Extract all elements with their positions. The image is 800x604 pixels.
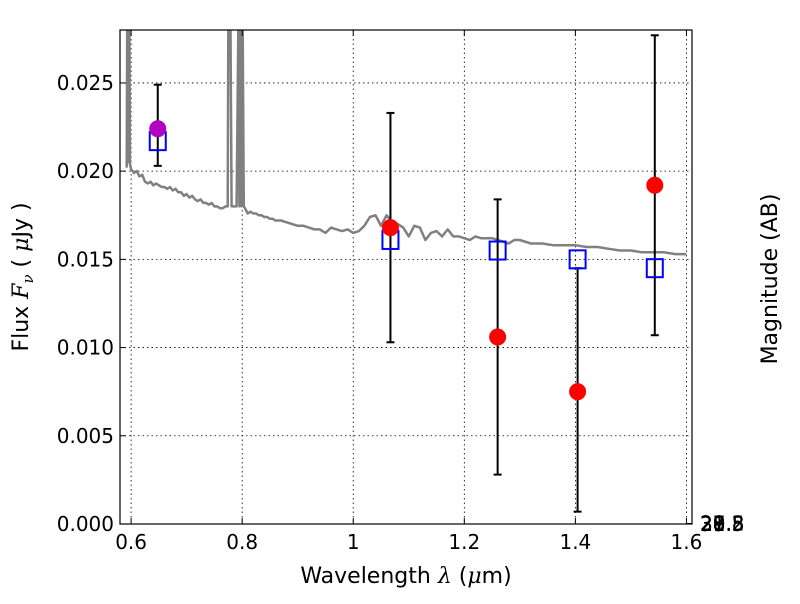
x-tick-label: 1.4 — [559, 530, 591, 554]
observed-flux-point — [569, 383, 587, 401]
right-axis-label: Magnitude (AB) — [758, 194, 783, 365]
right-tick-label: 30 — [700, 512, 725, 536]
y-tick-label: 0.000 — [57, 512, 114, 536]
right-tick-label: 28 — [700, 512, 725, 536]
x-tick-label: 1.2 — [448, 530, 480, 554]
right-tick-label: 28.2 — [700, 512, 745, 536]
x-tick-label: 1.6 — [671, 530, 703, 554]
observed-flux-point — [149, 120, 167, 138]
model-photometry-square — [488, 240, 507, 261]
markers — [148, 120, 664, 401]
x-axis-label: Wavelength λ (μm) — [300, 564, 511, 589]
y-tick-label: 0.015 — [57, 247, 114, 271]
y-tick-label: 0.025 — [57, 71, 114, 95]
y-axis-label: Flux Fν ( μJy ) — [9, 202, 37, 351]
model-photometry-square — [645, 258, 664, 279]
right-tick-label: 27.8 — [700, 512, 745, 536]
observed-flux-point — [646, 176, 664, 194]
observed-flux-point — [489, 328, 507, 346]
right-tick-label: 31 — [700, 512, 725, 536]
ticks: 0.6 0.8 1 1.2 1.4 1.6 0.000 0.005 0.010 0.015 0.02… — [57, 30, 745, 554]
y-tick-label: 0.005 — [57, 424, 114, 448]
right-tick-label: 29 — [700, 512, 725, 536]
plot-frame — [119, 29, 693, 525]
model-photometry-square — [568, 249, 587, 270]
model-spectrum-line — [125, 30, 687, 256]
x-tick-label: 0.8 — [226, 530, 258, 554]
observed-flux-point — [381, 219, 399, 237]
y-tick-label: 0.010 — [57, 336, 114, 360]
right-tick-label: 28.5 — [700, 512, 745, 536]
right-tick-label: 29.5 — [700, 512, 745, 536]
x-tick-label: 1 — [347, 530, 360, 554]
x-tick-label: 0.6 — [115, 530, 147, 554]
plot-area — [125, 30, 687, 256]
y-tick-label: 0.020 — [57, 159, 114, 183]
